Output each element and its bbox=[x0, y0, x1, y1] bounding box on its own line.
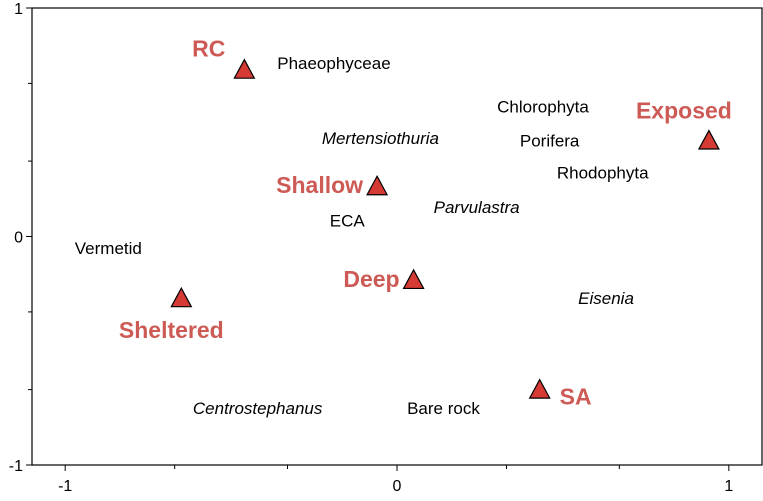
x-tick-label: 1 bbox=[724, 478, 733, 495]
y-tick-label: -1 bbox=[9, 458, 23, 475]
taxon-label: ECA bbox=[330, 212, 366, 231]
y-tick-label: 1 bbox=[14, 1, 23, 18]
taxon-label: Rhodophyta bbox=[557, 164, 649, 183]
taxon-label: Porifera bbox=[520, 132, 580, 151]
factor-marker bbox=[402, 268, 425, 290]
factor-marker bbox=[697, 129, 720, 150]
factor-label: Deep bbox=[343, 266, 399, 292]
factor-marker bbox=[233, 58, 256, 79]
plot-frame bbox=[31, 7, 763, 466]
taxon-label: Mertensiothuria bbox=[322, 129, 439, 148]
factor-marker bbox=[366, 174, 389, 196]
taxa-labels: Phaeophyceae Chlorophyta Mertensiothuria Po… bbox=[75, 54, 649, 418]
taxon-label: Eisenia bbox=[578, 289, 634, 308]
factor-label: Sheltered bbox=[119, 317, 224, 343]
factor-label: SA bbox=[560, 384, 592, 410]
factor-label: Exposed bbox=[636, 98, 732, 124]
y-tick-label: 0 bbox=[14, 230, 23, 247]
x-tick-label: -1 bbox=[58, 478, 72, 495]
axes: -1 0 1 1 0 -1 bbox=[9, 1, 763, 495]
factor-marker bbox=[528, 378, 551, 399]
factor-marker bbox=[170, 286, 193, 308]
factor-label: Shallow bbox=[276, 172, 363, 198]
taxon-label: Bare rock bbox=[407, 399, 480, 418]
taxon-label: Centrostephanus bbox=[193, 399, 323, 418]
taxon-label: Phaeophyceae bbox=[277, 54, 390, 73]
taxon-label: Parvulastra bbox=[434, 198, 520, 217]
taxon-label: Vermetid bbox=[75, 239, 142, 258]
factor-label: RC bbox=[192, 36, 225, 62]
x-tick-label: 0 bbox=[393, 478, 402, 495]
factor-points: RC Exposed Shallow Deep Sheltered SA bbox=[119, 36, 732, 410]
taxon-label: Chlorophyta bbox=[497, 97, 589, 116]
